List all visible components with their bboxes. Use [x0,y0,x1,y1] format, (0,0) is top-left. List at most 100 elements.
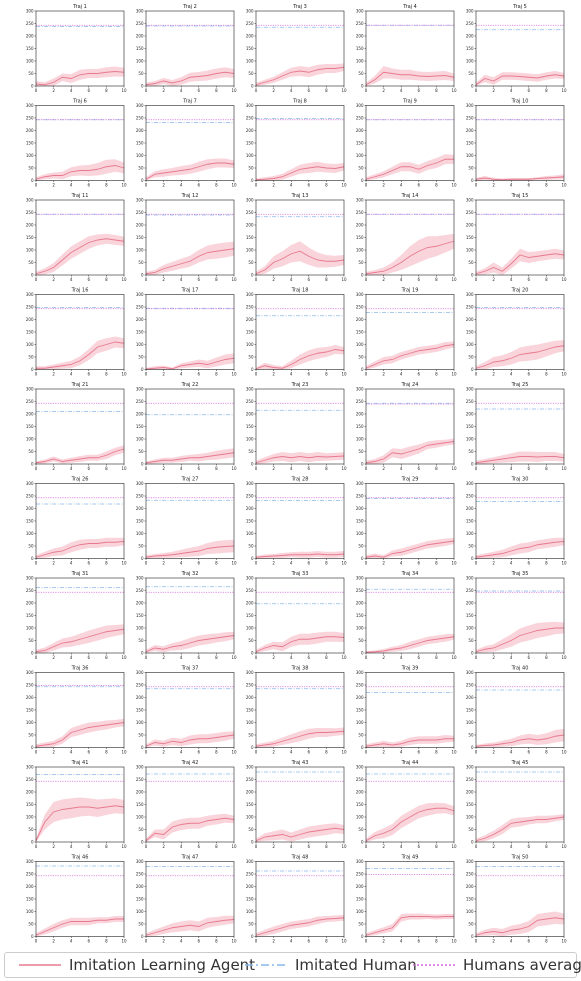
y-tick-label: 150 [136,235,144,240]
x-tick-label: 4 [510,277,513,282]
legend-entry-agent: Imitation Learning Agent [17,953,255,977]
panel-title: Traj 8 [292,99,307,105]
x-tick-label: 0 [145,372,148,377]
y-tick-label: 0 [361,84,364,89]
x-tick-label: 8 [435,939,438,944]
x-tick-label: 4 [70,750,73,755]
x-tick-label: 8 [105,561,108,566]
y-tick-label: 50 [248,449,254,454]
y-tick-label: 0 [471,178,474,183]
x-tick-label: 8 [105,466,108,471]
legend-swatch-agent [19,964,61,966]
panel-title: Traj 27 [181,477,199,483]
y-tick-label: 50 [248,922,254,927]
panel: Traj 6 0 50 100 150 200 250 300 0 2 4 6 8 10 [26,99,127,188]
axes-frame [365,294,455,370]
y-tick-label: 150 [136,46,144,51]
y-tick-label: 0 [471,273,474,278]
y-tick-label: 250 [466,210,474,215]
y-tick-label: 50 [358,166,364,171]
agent-std-band [36,66,124,86]
panel-title: Traj 31 [71,571,89,577]
y-tick-label: 50 [248,544,254,549]
y-tick-label: 50 [28,260,34,265]
panel: Traj 39 0 50 100 150 200 250 300 0 2 4 6 8 10 [356,666,457,755]
x-tick-label: 0 [255,844,258,849]
y-tick-label: 50 [358,544,364,549]
y-tick-label: 150 [466,708,474,713]
x-tick-label: 2 [162,655,165,660]
y-tick-label: 250 [136,777,144,782]
y-tick-label: 300 [356,576,364,581]
x-tick-label: 2 [382,372,385,377]
y-tick-label: 150 [136,802,144,807]
y-tick-label: 150 [26,519,34,524]
y-tick-label: 150 [466,330,474,335]
x-tick-label: 10 [451,372,457,377]
x-tick-label: 0 [365,183,368,188]
y-tick-label: 0 [361,934,364,939]
y-tick-label: 150 [136,613,144,618]
y-tick-label: 300 [26,387,34,392]
x-tick-label: 0 [475,561,478,566]
y-tick-label: 250 [356,494,364,499]
x-tick-label: 0 [35,277,38,282]
y-tick-label: 100 [246,815,254,820]
agent-line [255,250,345,275]
x-tick-label: 8 [215,277,218,282]
x-tick-label: 10 [451,655,457,660]
y-tick-label: 100 [356,815,364,820]
agent-std-band [366,633,454,653]
x-tick-label: 2 [162,372,165,377]
y-tick-label: 0 [251,367,254,372]
panel: Traj 27 0 50 100 150 200 250 300 0 2 4 6 8 10 [136,477,237,566]
x-tick-label: 8 [215,466,218,471]
panel-title: Traj 25 [511,382,529,388]
y-tick-label: 100 [26,815,34,820]
x-tick-label: 0 [145,750,148,755]
y-tick-label: 200 [26,790,34,795]
y-tick-label: 0 [31,934,34,939]
y-tick-label: 100 [356,59,364,64]
y-tick-label: 100 [26,531,34,536]
y-tick-label: 150 [246,235,254,240]
x-tick-label: 6 [308,183,311,188]
y-tick-label: 200 [136,695,144,700]
y-tick-label: 200 [26,223,34,228]
x-tick-label: 2 [272,844,275,849]
y-tick-label: 100 [26,720,34,725]
panel: Traj 13 0 50 100 150 200 250 300 0 2 4 6 8 10 [246,193,347,282]
panel: Traj 25 0 50 100 150 200 250 300 0 2 4 6 8 10 [466,382,567,471]
y-tick-label: 100 [136,815,144,820]
agent-std-band [146,67,234,86]
panel-title: Traj 29 [401,477,419,483]
panel: Traj 50 0 50 100 150 200 250 300 0 2 4 6 8 10 [466,855,567,944]
y-tick-label: 250 [356,116,364,121]
x-tick-label: 2 [382,88,385,93]
y-tick-label: 250 [136,399,144,404]
panel: Traj 21 0 50 100 150 200 250 300 0 2 4 6 8 10 [26,382,127,471]
y-tick-label: 50 [468,827,474,832]
x-tick-label: 0 [365,466,368,471]
agent-line [255,349,345,370]
x-tick-label: 4 [290,655,293,660]
x-tick-label: 2 [52,655,55,660]
agent-std-band [36,916,124,937]
x-tick-label: 8 [435,655,438,660]
x-tick-label: 10 [121,750,127,755]
y-tick-label: 250 [26,399,34,404]
y-tick-label: 0 [141,178,144,183]
y-tick-label: 150 [356,802,364,807]
x-tick-label: 4 [290,844,293,849]
axes-frame [365,861,455,937]
y-tick-label: 200 [26,128,34,133]
x-tick-label: 2 [162,466,165,471]
y-tick-label: 50 [358,355,364,360]
x-tick-label: 4 [180,372,183,377]
y-tick-label: 150 [356,330,364,335]
x-tick-label: 10 [451,88,457,93]
x-tick-label: 8 [325,466,328,471]
x-tick-label: 0 [475,655,478,660]
y-tick-label: 250 [26,588,34,593]
x-tick-label: 4 [290,561,293,566]
